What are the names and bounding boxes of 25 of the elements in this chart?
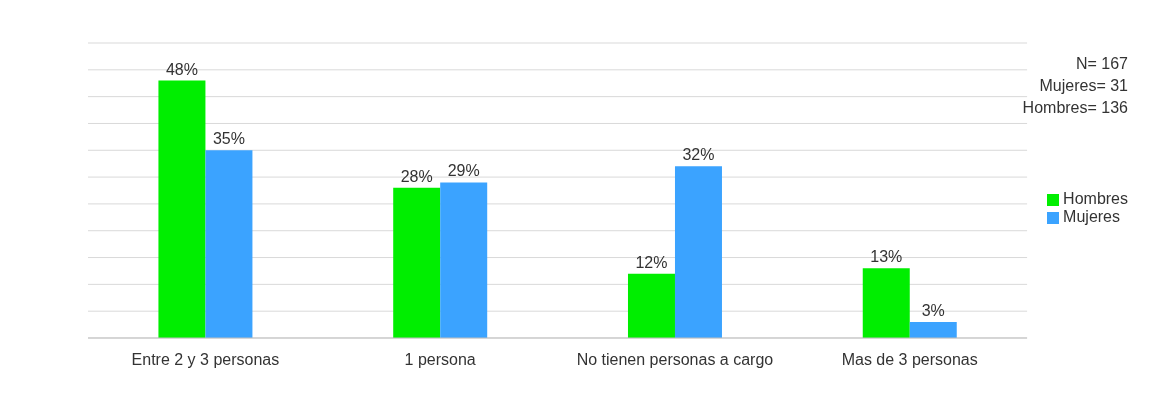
bar [393,187,441,338]
legend-label: Mujeres [1063,208,1120,225]
x-tick-label: No tienen personas a cargo [576,351,774,369]
bar [909,321,957,338]
bar [440,182,488,338]
bar [862,268,910,338]
text: Mujeres= 31 [1038,76,1128,96]
x-tick-label: Entre 2 y 3 personas [131,351,280,369]
annotation: Hombres= 136 [1022,98,1128,118]
data-label: 35% [212,130,245,148]
bar [674,166,722,338]
data-label: 28% [400,167,433,185]
data-label: 3% [921,301,945,319]
data-label: 13% [870,248,903,266]
data-label: 32% [682,146,715,164]
bar [627,273,675,338]
x-tick-label: Mas de 3 personas [841,351,978,369]
data-label: 29% [447,162,480,180]
text: N= 167 [1074,54,1128,74]
data-label: 12% [635,253,668,271]
bar [158,80,206,338]
bar [205,150,253,338]
legend-label: Hombres [1063,190,1128,207]
data-label: 48% [165,60,198,78]
x-tick-label: 1 persona [404,351,476,369]
